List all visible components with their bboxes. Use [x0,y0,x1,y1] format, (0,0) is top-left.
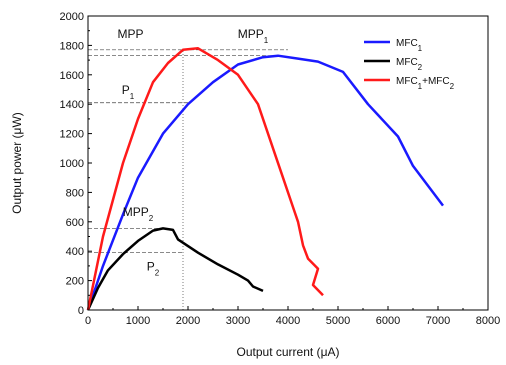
annotation-label-2: MPP1 [238,27,269,45]
y-tick-label: 2000 [60,11,84,23]
y-tick-label: 1600 [60,70,84,82]
y-tick-label: 1800 [60,40,84,52]
annotation-label-5: P2 [147,259,160,277]
legend: MFC1 MFC2 MFC1+MFC2 [364,38,455,91]
y-tick-label: 600 [66,217,84,229]
legend-label-2: MFC2 [396,57,423,72]
x-axis-title: Output current (μA) [237,345,340,359]
x-tick-label: 6000 [376,315,400,327]
annotation-label-3: P1 [122,83,135,101]
y-tick-label: 1200 [60,129,84,141]
x-tick-label: 0 [85,315,91,327]
y-tick-label: 1400 [60,99,84,111]
series-line-1 [86,54,444,311]
x-tick-label: 7000 [426,315,450,327]
y-tick-label: 1000 [60,158,84,170]
series-line-2 [86,227,264,311]
annotation-label-1: MPP [117,27,143,41]
legend-label-3: MFC1+MFC2 [396,76,455,91]
x-tick-label: 8000 [476,315,500,327]
y-axis-title: Output power (μW) [10,112,24,214]
y-tick-label: 400 [66,246,84,258]
x-tick-label: 2000 [176,315,200,327]
x-tick-label: 4000 [276,315,300,327]
y-tick-label: 0 [78,305,84,317]
series-line-3 [86,47,324,311]
annotation-label-4: MPP2 [123,205,154,223]
x-tick-label: 3000 [226,315,250,327]
y-tick-label: 800 [66,187,84,199]
legend-label-1: MFC1 [396,38,423,53]
y-tick-label: 200 [66,276,84,288]
x-tick-label: 1000 [126,315,150,327]
series-layer [86,47,444,311]
x-tick-label: 5000 [326,315,350,327]
annotations: MPP MPP1 P1 MPP2 P2 [117,27,268,277]
ticks: 0 1000 2000 3000 4000 5000 6000 7000 8000 0 200 400… [60,11,501,327]
